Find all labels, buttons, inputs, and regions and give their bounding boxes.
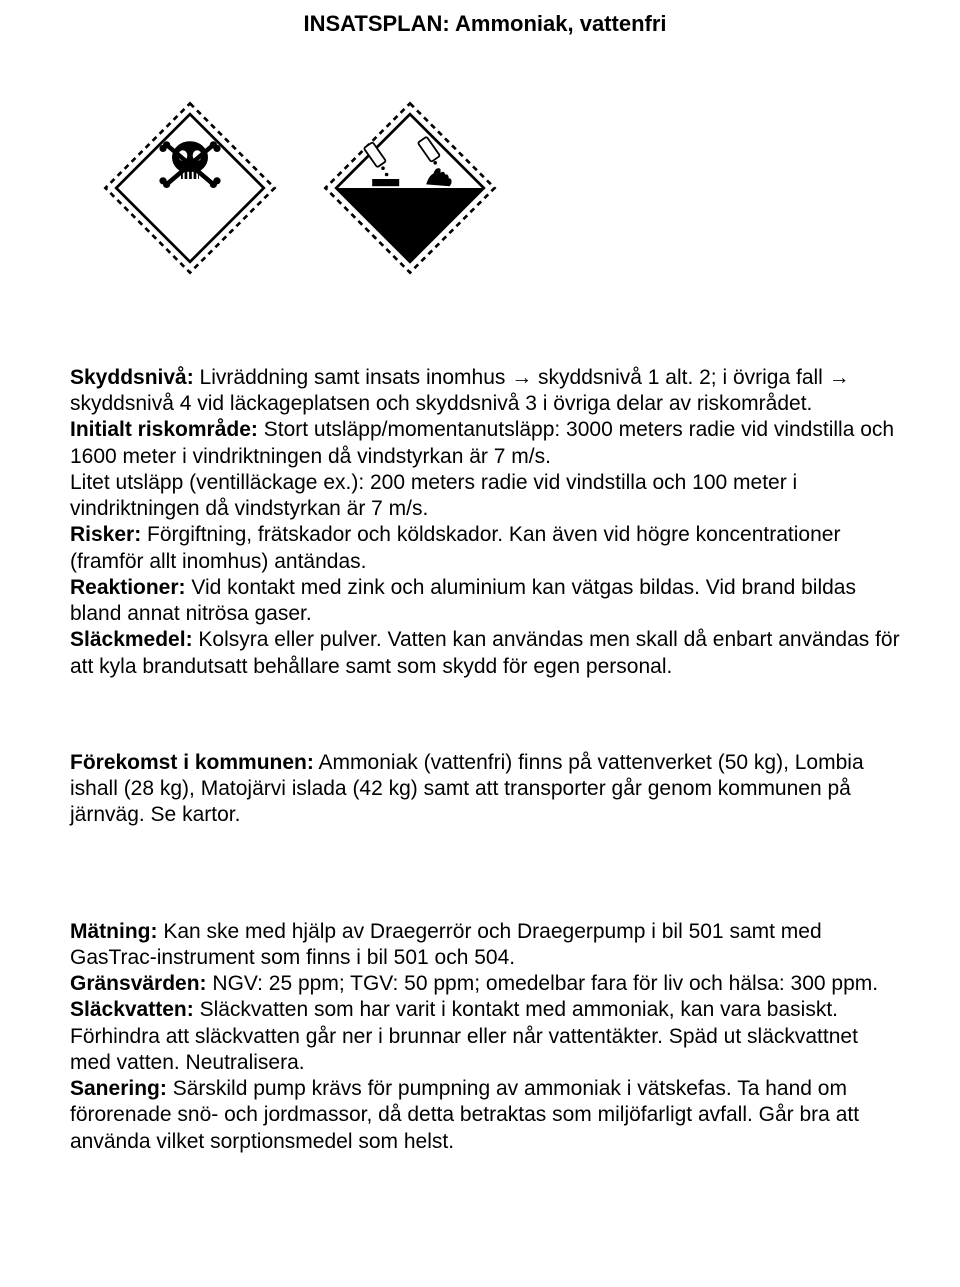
slackvatten-label: Släckvatten: bbox=[70, 998, 194, 1021]
slackmedel-text: Kolsyra eller pulver. Vatten kan använda… bbox=[70, 628, 900, 677]
initialt-label: Initialt riskområde: bbox=[70, 418, 258, 441]
document-page: INSATSPLAN: Ammoniak, vattenfri bbox=[0, 10, 960, 1287]
risker-label: Risker: bbox=[70, 523, 141, 546]
gransvarden-label: Gränsvärden: bbox=[70, 972, 207, 995]
gransvarden-text: NGV: 25 ppm; TGV: 50 ppm; omedelbar fara… bbox=[207, 972, 879, 995]
section-3: Mätning: Kan ske med hjälp av Draegerrör… bbox=[70, 919, 900, 1155]
sanering-label: Sanering: bbox=[70, 1077, 167, 1100]
sanering-text: Särskild pump krävs för pumpning av ammo… bbox=[70, 1077, 859, 1153]
corrosive-hazard-icon bbox=[320, 98, 500, 285]
litet-utslapp-text: Litet utsläpp (ventilläckage ex.): 200 m… bbox=[70, 471, 797, 520]
reaktioner-label: Reaktioner: bbox=[70, 576, 186, 599]
reaktioner-text: Vid kontakt med zink och aluminium kan v… bbox=[70, 576, 856, 625]
hazard-pictogram-row bbox=[100, 98, 900, 285]
toxic-hazard-icon bbox=[100, 98, 280, 285]
section-1: Skyddsnivå: Livräddning samt insats inom… bbox=[70, 365, 900, 680]
section-2: Förekomst i kommunen: Ammoniak (vattenfr… bbox=[70, 750, 900, 829]
page-title: INSATSPLAN: Ammoniak, vattenfri bbox=[70, 10, 900, 38]
matning-label: Mätning: bbox=[70, 920, 157, 943]
forekomst-label: Förekomst i kommunen: bbox=[70, 751, 314, 774]
risker-text: Förgiftning, frätskador och köldskador. … bbox=[70, 523, 840, 572]
matning-text: Kan ske med hjälp av Draegerrör och Drae… bbox=[70, 920, 822, 969]
skyddsniva-label: Skyddsnivå: bbox=[70, 366, 194, 389]
slackmedel-label: Släckmedel: bbox=[70, 628, 193, 651]
